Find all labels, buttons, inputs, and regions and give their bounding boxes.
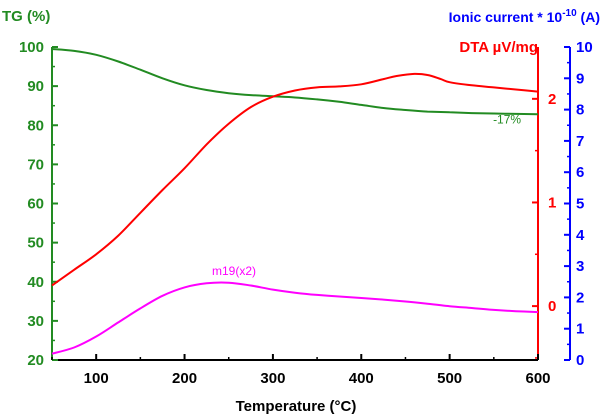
ion-axis-title: Ionic current * 10-10 (A)	[449, 8, 600, 25]
tg-tick-label: 50	[27, 235, 44, 252]
dta-axis: 0 1 2	[532, 47, 556, 360]
tg-axis-title: TG (%)	[2, 8, 50, 25]
ion-tick-label: 4	[576, 227, 585, 244]
tg-axis: 20 30 40 50 60 70 80 90 100	[19, 39, 58, 369]
ion-tick-label: 0	[576, 352, 584, 369]
tg-tick-label: 100	[19, 39, 44, 56]
dta-tick-label: 2	[548, 91, 556, 108]
ion-tick-label: 1	[576, 321, 584, 338]
tg-tick-label: 60	[27, 196, 44, 213]
dta-tick-label: 0	[548, 298, 556, 315]
tg-tick-label: 80	[27, 117, 44, 134]
ion-tick-label: 7	[576, 133, 584, 150]
dta-tick-label: 1	[548, 194, 556, 211]
ion-tick-label: 3	[576, 258, 584, 275]
ion-axis-title-unit: (A)	[577, 9, 600, 25]
ion-tick-label: 10	[576, 39, 593, 56]
tg-tick-label: 30	[27, 313, 44, 330]
series-layer	[51, 48, 539, 355]
x-tick-label: 200	[172, 370, 197, 387]
tg-series-line	[51, 48, 539, 116]
ion-tick-label: 2	[576, 289, 584, 306]
ion-tick-label: 5	[576, 196, 584, 213]
x-tick-label: 600	[525, 370, 550, 387]
ion-axis: 0 1 2 3 4 5 6 7 8 9 10	[564, 39, 593, 369]
ion-tick-label: 9	[576, 70, 584, 87]
tg-tick-label: 70	[27, 156, 44, 173]
x-tick-label: 400	[349, 370, 374, 387]
x-tick-label: 500	[437, 370, 462, 387]
ion-tick-label: 8	[576, 102, 584, 119]
x-axis-title: Temperature (°C)	[236, 398, 357, 415]
tg-tick-label: 20	[27, 352, 44, 369]
x-axis: 100 200 300 400 500 600	[51, 354, 551, 387]
x-tick-label: 300	[260, 370, 285, 387]
x-tick-label: 100	[84, 370, 109, 387]
ion-tick-label: 6	[576, 164, 584, 181]
ion-axis-title-exp: -10	[562, 8, 577, 19]
dta-axis-title: DTA µV/mg	[459, 39, 538, 56]
ion-series-line	[51, 281, 539, 355]
tg-tick-label: 90	[27, 78, 44, 95]
annotation-label: m19(x2)	[212, 264, 256, 278]
dta-series-line	[51, 72, 539, 287]
annotation-layer: -17% m19(x2)	[212, 112, 521, 278]
ion-axis-title-main: Ionic current * 10	[449, 9, 563, 25]
tg-tick-label: 40	[27, 274, 44, 291]
annotation-label: -17%	[493, 112, 521, 126]
